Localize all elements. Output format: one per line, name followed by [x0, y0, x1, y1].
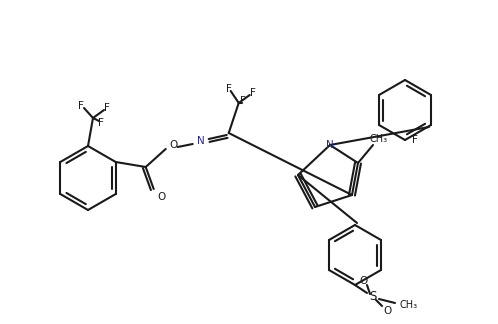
Text: O: O: [157, 192, 166, 202]
Text: F: F: [226, 84, 232, 94]
Text: F: F: [412, 135, 418, 145]
Text: N: N: [326, 140, 334, 150]
Text: CH₃: CH₃: [370, 134, 388, 144]
Text: F: F: [240, 96, 246, 106]
Text: N: N: [197, 136, 205, 146]
Text: F: F: [104, 103, 110, 113]
Text: S: S: [370, 291, 376, 304]
Text: F: F: [98, 118, 104, 128]
Text: CH₃: CH₃: [400, 300, 418, 310]
Text: O: O: [170, 140, 178, 150]
Text: O: O: [383, 306, 391, 316]
Text: F: F: [250, 88, 255, 98]
Text: F: F: [78, 101, 84, 111]
Text: O: O: [359, 276, 367, 286]
